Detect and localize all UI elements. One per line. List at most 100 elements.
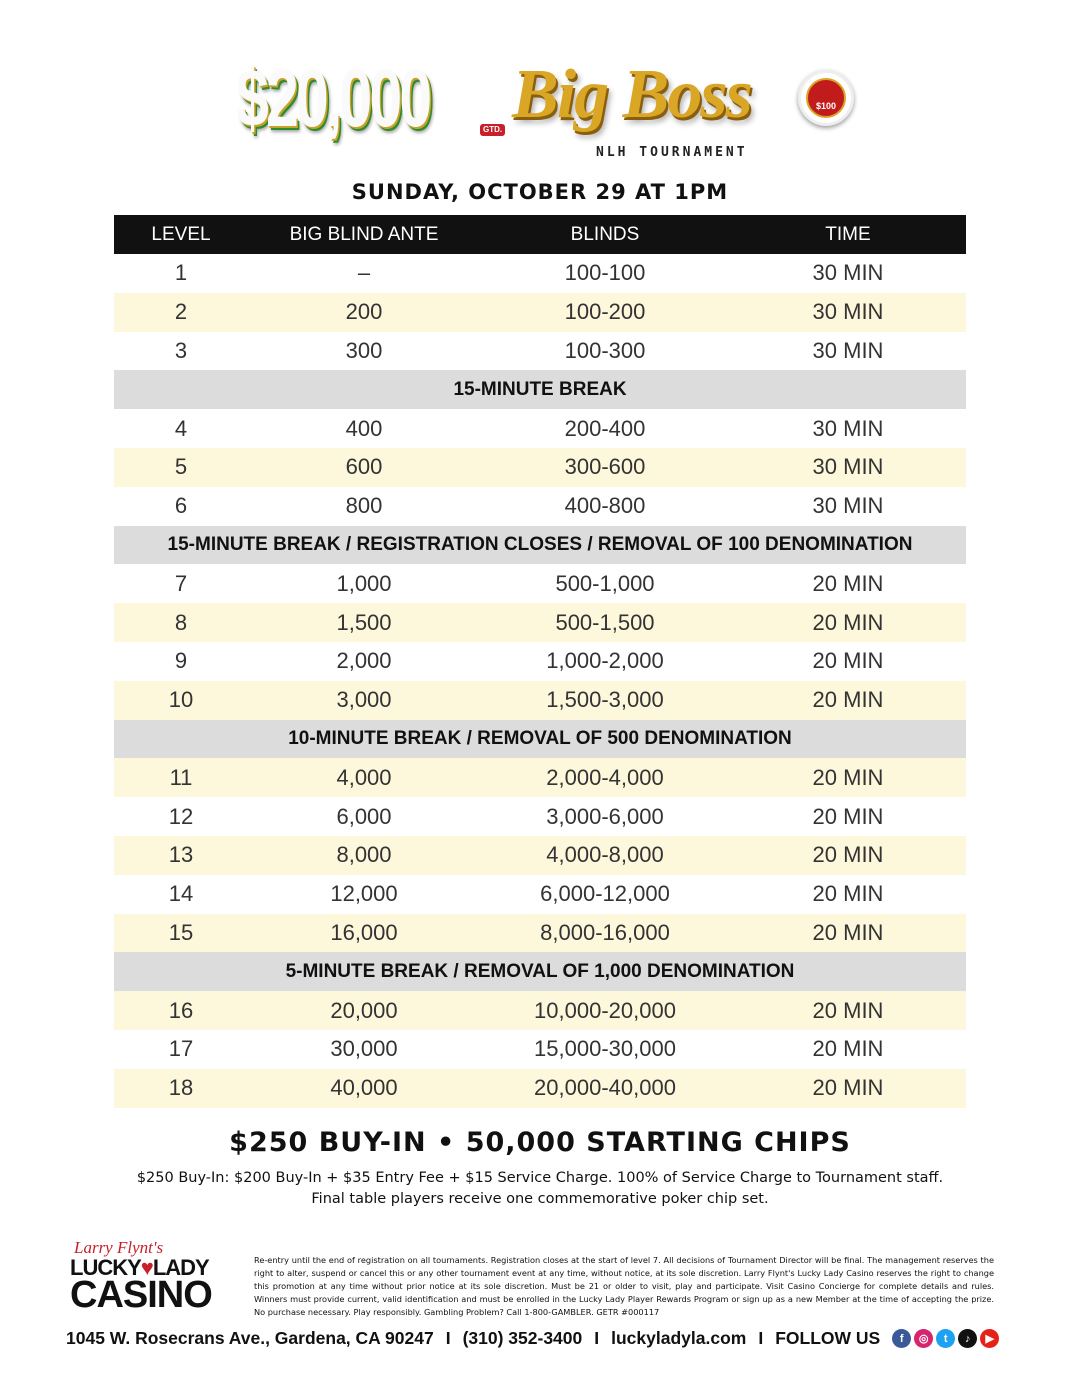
cell-blinds: 2,000-4,000	[546, 764, 664, 790]
prize-amount-box: $20,000	[236, 58, 476, 154]
cell-ante: 8,000	[336, 842, 392, 868]
logo-lucky: LUCKY	[70, 1255, 142, 1280]
cell-time: 20 MIN	[812, 687, 884, 713]
cell-blinds: 4,000-8,000	[546, 842, 664, 868]
separator: I	[445, 1328, 451, 1348]
table-row: 9 2,000 1,000-2,000 20 MIN	[114, 642, 966, 681]
cell-blinds: 1,500-3,000	[546, 687, 664, 713]
table-row: 10 3,000 1,500-3,000 20 MIN	[114, 680, 966, 720]
social-icons: f ◎ t ♪ ▶	[892, 1329, 1000, 1348]
cell-blinds: 200-400	[564, 415, 646, 441]
cell-level: 12	[168, 803, 194, 829]
table-row: 8 1,500 500-1,500 20 MIN	[114, 603, 966, 642]
cell-level: 6	[174, 493, 188, 519]
cell-ante: 4,000	[336, 764, 392, 790]
cell-time: 30 MIN	[812, 337, 884, 363]
cell-blinds: 300-600	[564, 454, 646, 480]
cell-time: 20 MIN	[812, 648, 884, 674]
cell-ante: 800	[345, 493, 383, 519]
break-row: 15-MINUTE BREAK / REGISTRATION CLOSES / …	[114, 525, 966, 565]
cell-time: 20 MIN	[812, 1036, 884, 1062]
contact-bar: 1045 W. Rosecrans Ave., Gardena, CA 9024…	[66, 1328, 1000, 1349]
tiktok-icon[interactable]: ♪	[958, 1329, 978, 1348]
cell-level: 13	[168, 842, 194, 868]
cell-level: 11	[169, 764, 193, 790]
instagram-icon[interactable]: ◎	[914, 1329, 934, 1348]
cell-blinds: 100-200	[564, 299, 646, 325]
cell-blinds: 1,000-2,000	[546, 648, 664, 674]
cell-level: 10	[168, 687, 194, 713]
cell-ante: 300	[345, 337, 383, 363]
cell-blinds: 6,000-12,000	[540, 881, 670, 907]
heart-icon: ♥	[140, 1255, 154, 1280]
cell-ante: 40,000	[330, 1075, 398, 1101]
cell-level: 7	[174, 570, 188, 596]
table-row: 11 4,000 2,000-4,000 20 MIN	[114, 758, 966, 798]
buyin-terms: $250 Buy-In: $200 Buy-In + $35 Entry Fee…	[0, 1168, 1080, 1210]
table-row: 14 12,000 6,000-12,000 20 MIN	[114, 875, 966, 914]
break-row: 15-MINUTE BREAK	[114, 370, 966, 410]
cell-ante: 1,000	[336, 570, 392, 596]
cell-level: 4	[174, 415, 188, 441]
youtube-icon[interactable]: ▶	[980, 1329, 1000, 1348]
prize-amount: $20,000	[236, 53, 432, 144]
cell-time: 30 MIN	[812, 415, 884, 441]
cell-ante: 30,000	[330, 1036, 398, 1062]
cell-level: 2	[174, 299, 188, 325]
cell-time: 20 MIN	[812, 842, 884, 868]
cell-blinds: 100-100	[564, 260, 646, 286]
cell-ante: 200	[345, 299, 383, 325]
table-row: 3 300 100-300 30 MIN	[114, 332, 966, 371]
cell-ante: 1,500	[336, 609, 392, 635]
cell-ante: 400	[345, 415, 383, 441]
cell-level: 1	[174, 260, 188, 286]
tournament-title: Big Boss	[512, 56, 753, 133]
cell-level: 14	[168, 881, 194, 907]
table-row: 17 30,000 15,000-30,000 20 MIN	[114, 1030, 966, 1069]
cell-ante: 2,000	[336, 648, 392, 674]
cell-blinds: 400-800	[564, 493, 646, 519]
column-header-blinds: BLINDS	[570, 223, 640, 245]
cell-blinds: 20,000-40,000	[534, 1075, 676, 1101]
cell-ante: –	[357, 260, 371, 286]
table-row: 12 6,000 3,000-6,000 20 MIN	[114, 797, 966, 836]
break-row: 5-MINUTE BREAK / REMOVAL OF 1,000 DENOMI…	[114, 952, 966, 992]
facebook-icon[interactable]: f	[892, 1329, 912, 1348]
break-row: 10-MINUTE BREAK / REMOVAL OF 500 DENOMIN…	[114, 719, 966, 759]
table-row: 16 20,000 10,000-20,000 20 MIN	[114, 991, 966, 1030]
chip-value: $100	[806, 78, 846, 118]
address: 1045 W. Rosecrans Ave., Gardena, CA 9024…	[66, 1328, 434, 1348]
buyin-breakdown: $250 Buy-In: $200 Buy-In + $35 Entry Fee…	[136, 1170, 944, 1186]
cell-time: 20 MIN	[812, 997, 884, 1023]
cell-time: 20 MIN	[812, 919, 884, 945]
twitter-icon[interactable]: t	[936, 1329, 956, 1348]
table-row: 5 600 300-600 30 MIN	[114, 447, 966, 487]
cell-time: 20 MIN	[812, 803, 884, 829]
cell-time: 20 MIN	[812, 764, 884, 790]
table-row: 13 8,000 4,000-8,000 20 MIN	[114, 835, 966, 875]
cell-level: 16	[168, 997, 194, 1023]
final-table-note: Final table players receive one commemor…	[311, 1191, 769, 1207]
table-row: 15 16,000 8,000-16,000 20 MIN	[114, 913, 966, 953]
logo-casino: CASINO	[70, 1274, 213, 1316]
column-header-ante: BIG BLIND ANTE	[289, 223, 439, 245]
logo-lady: LADY	[152, 1255, 210, 1280]
cell-time: 30 MIN	[812, 260, 884, 286]
fine-print: Re-entry until the end of registration o…	[254, 1255, 994, 1317]
logo-signature: Larry Flynt's	[74, 1238, 164, 1257]
casino-logo: Larry Flynt's LUCKY♥LADY CASINO	[70, 1238, 235, 1316]
cell-time: 20 MIN	[812, 609, 884, 635]
table-body: 1 – 100-100 30 MIN 2 200 100-200 30 MIN 3 300 100-…	[114, 254, 966, 1108]
cell-time: 30 MIN	[812, 299, 884, 325]
guaranteed-badge: GTD.	[480, 124, 506, 136]
cell-ante: 12,000	[330, 881, 398, 907]
table-row: 6 800 400-800 30 MIN	[114, 487, 966, 526]
cell-blinds: 8,000-16,000	[540, 919, 670, 945]
cell-level: 3	[174, 337, 188, 363]
logo-lucky-lady: LUCKY♥LADY	[70, 1255, 235, 1280]
event-date: SUNDAY, OCTOBER 29 AT 1PM	[351, 180, 729, 204]
cell-time: 30 MIN	[812, 454, 884, 480]
website-link[interactable]: luckyladyla.com	[611, 1328, 747, 1348]
cell-level: 8	[174, 609, 188, 635]
phone-number: (310) 352-3400	[462, 1328, 583, 1348]
